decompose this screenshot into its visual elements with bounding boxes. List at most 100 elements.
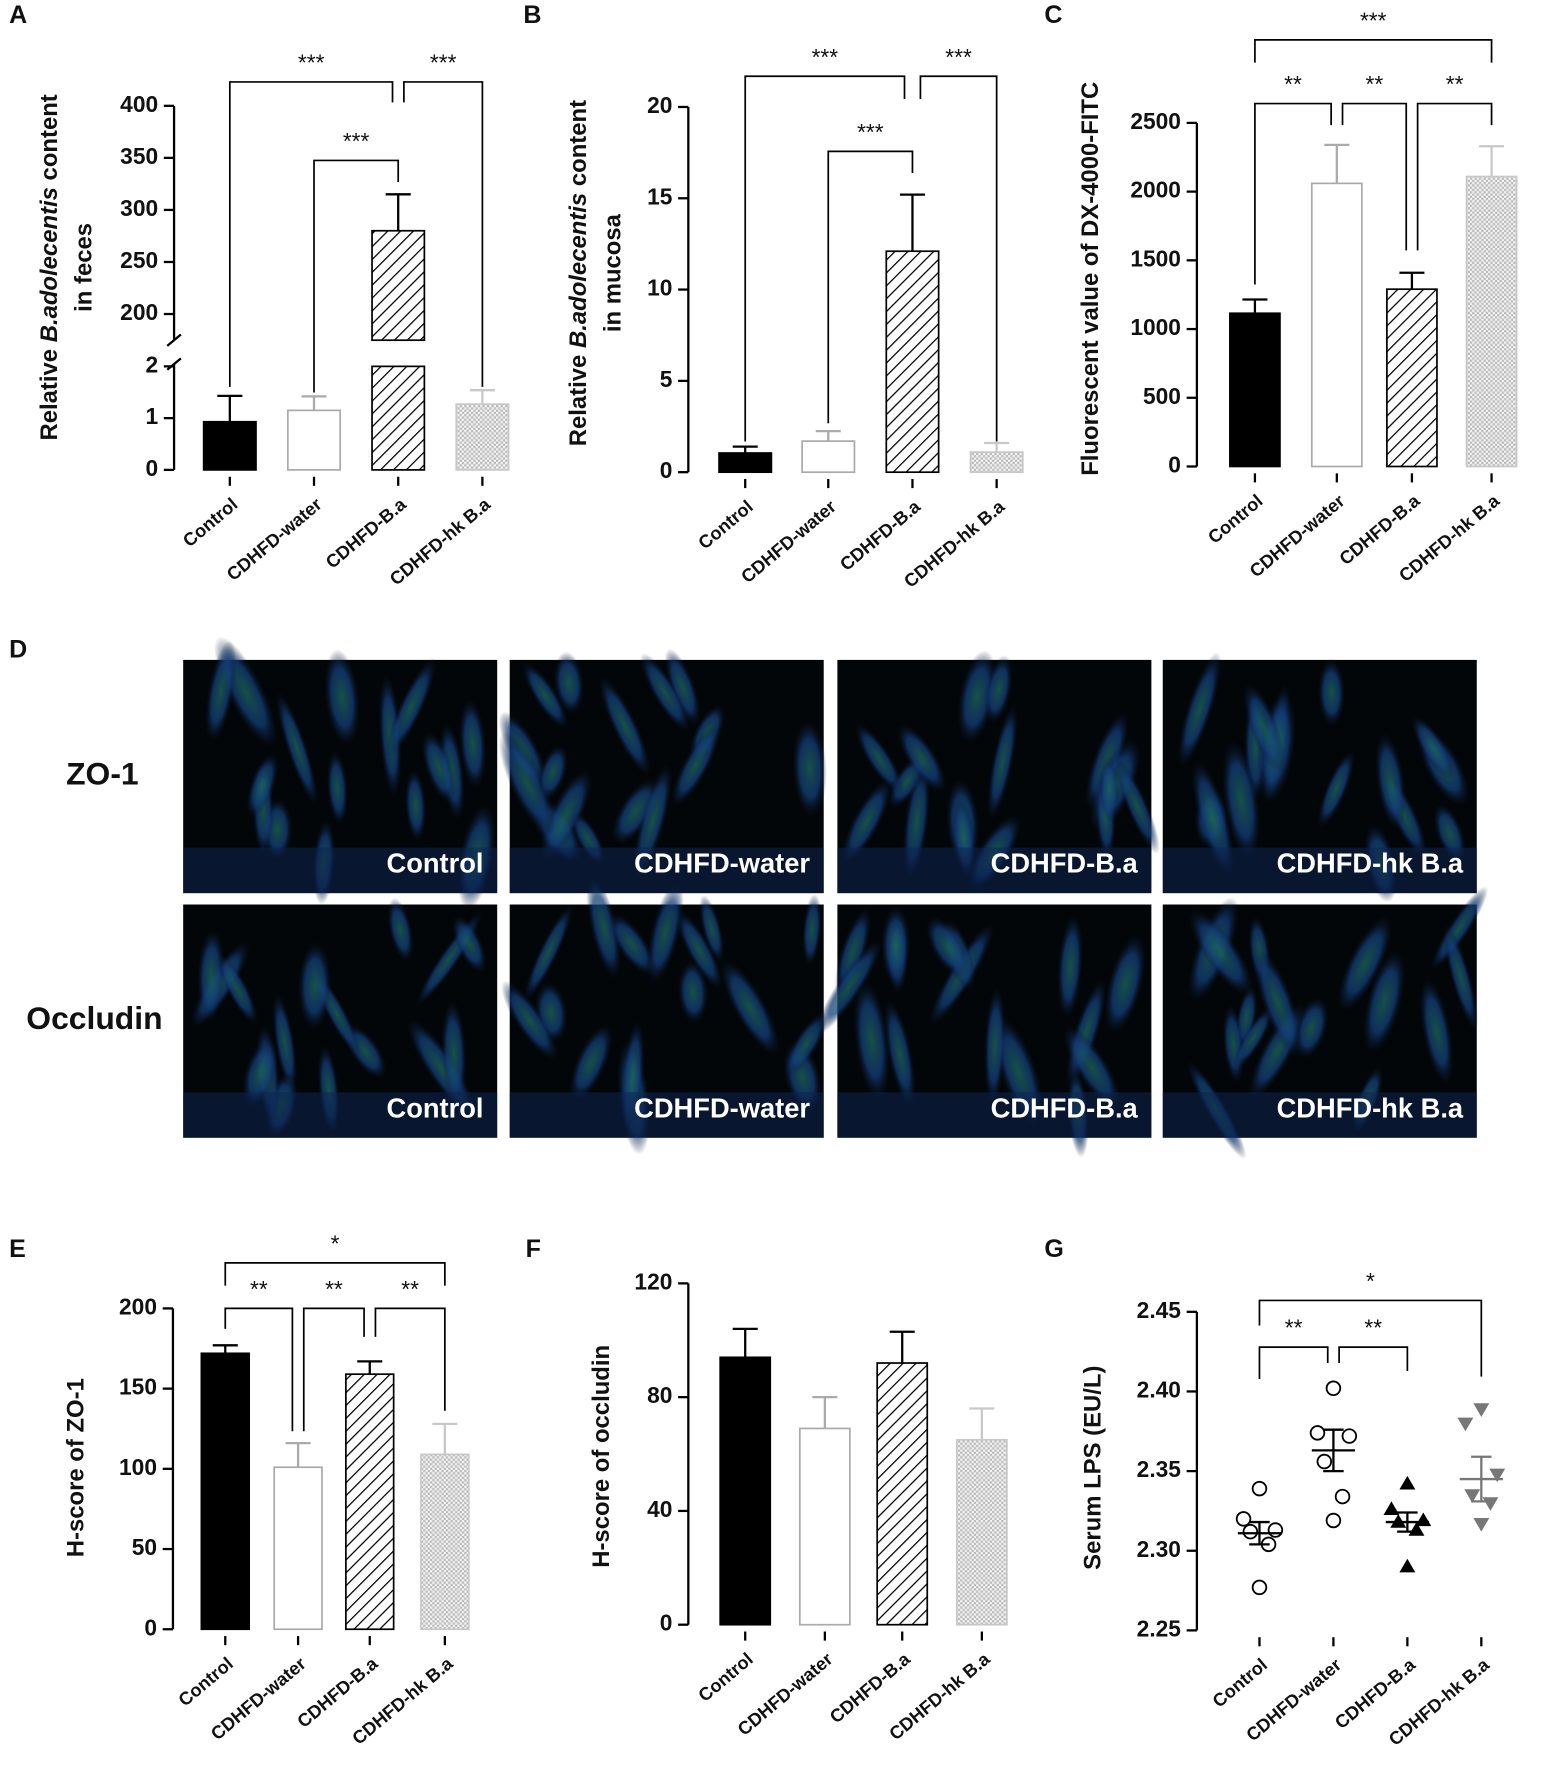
villus [881,905,911,985]
villus [539,769,593,862]
bar [955,1438,1008,1626]
point [1464,1489,1481,1503]
y-tick-label: 80 [647,1382,672,1408]
image-label: CDHFD-B.a [991,848,1139,879]
villus [1114,758,1160,854]
point [1251,1480,1268,1497]
y-tick-label: 1000 [1130,314,1181,340]
bar [1386,288,1438,468]
error-bar [1249,1520,1270,1546]
significance-label: ** [250,1276,268,1302]
y-tick-label: 350 [120,143,158,169]
error-bar [732,445,758,454]
villus [957,650,997,744]
y-axis-label: in mucosa [600,213,627,332]
villus [1294,997,1329,1059]
error-bar [899,193,925,252]
villus [1337,915,1393,1012]
significance-label: *** [812,44,839,70]
y-axis-label-part: content [566,100,593,193]
villus [298,941,332,1031]
bar [876,1362,929,1626]
significance-label: *** [1360,7,1387,33]
micrograph: CDHFD-B.a [837,650,1160,894]
point [1383,1501,1400,1516]
villus [537,744,568,801]
row-label: Occludin [26,1000,162,1036]
villus [586,875,622,980]
y-axis-label: H-score of occludin [588,1345,615,1568]
error-bar [301,395,327,411]
point [1242,1523,1259,1540]
error-bar [469,389,495,405]
image-label: CDHFD-hk B.a [1277,1092,1464,1123]
significance-bracket [919,75,998,442]
villus [1243,682,1285,774]
tissue-band [509,1092,824,1138]
point [1399,1475,1416,1490]
error-bar [889,1330,915,1364]
villus [246,753,279,818]
y-tick-label: 150 [119,1374,157,1400]
error-bar [285,1442,311,1468]
villus [1222,740,1261,861]
villus [792,719,827,817]
tissue-band [183,1092,498,1138]
villus [646,881,684,984]
x-tick-label: Control [695,1649,757,1706]
significance-bracket [374,1307,446,1411]
significance-label: ** [1366,71,1384,97]
x-tick-label: Control [179,494,241,551]
micrograph: CDHFD-B.a [816,904,1152,1158]
y-tick-label: 120 [634,1268,672,1294]
image-label: CDHFD-water [634,848,810,879]
villus [854,723,904,795]
point [1390,1514,1407,1528]
tissue-band [1162,847,1477,894]
villus [897,724,947,793]
row-label: ZO-1 [66,755,139,791]
bar [798,1427,851,1626]
y-tick-label: 2.25 [1137,1615,1182,1641]
bar [455,403,510,471]
panel-label: A [9,1,27,29]
significance-bracket [1338,1346,1409,1371]
villus [1375,732,1407,831]
point [1473,1517,1490,1532]
micrograph: CDHFD-hk B.a [1162,652,1477,903]
tissue-band [183,847,498,894]
villus [1411,715,1455,780]
villus [1099,755,1120,824]
villus [272,993,298,1093]
villus [1317,750,1355,828]
villus [802,893,822,967]
error-bar [1324,143,1350,184]
bar [1465,175,1518,468]
significance-bracket [224,1307,294,1432]
villus [671,723,721,807]
x-tick-label: CDHFD-B.a [322,493,411,572]
point [1399,1558,1416,1573]
point [1325,1512,1342,1529]
y-axis-label-part: in feces [71,223,98,312]
villus [498,731,556,836]
tissue-band [837,847,1152,894]
point [1235,1511,1252,1527]
villus [451,915,487,973]
villus [501,980,558,1061]
villus [984,986,1006,1106]
y-axis-label-part: B.adolecentis [566,193,593,348]
error-bar [1242,298,1268,314]
point [1489,1468,1506,1483]
y-tick-label: 10 [647,275,672,301]
villus [522,662,569,729]
y-tick-label: 200 [120,299,158,325]
micrograph: CDHFD-water [501,875,828,1156]
villus [523,903,574,1002]
y-tick-label: 500 [1143,383,1181,409]
point [1316,1453,1333,1470]
y-tick-label: 2.35 [1137,1456,1182,1482]
error-bar [357,1360,383,1375]
y-tick-label: 250 [120,247,158,273]
point [1325,1380,1342,1397]
